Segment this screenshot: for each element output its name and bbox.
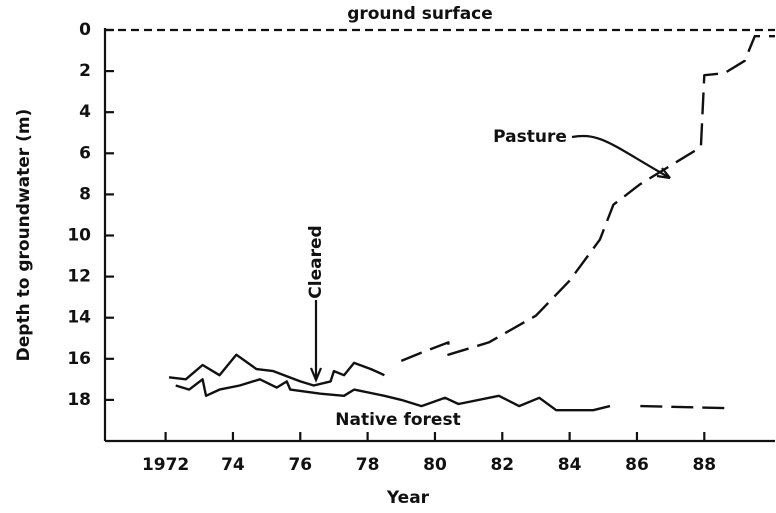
- y-tick-label: 14: [67, 308, 91, 328]
- series-line: [400, 35, 775, 363]
- annotation: Pasture: [493, 127, 567, 147]
- chart-title: ground surface: [347, 4, 493, 24]
- y-tick-label: 2: [79, 61, 91, 81]
- y-tick-label: 16: [67, 349, 91, 369]
- arrow: [309, 300, 323, 383]
- annotation: Cleared: [306, 225, 326, 298]
- series-line: [640, 404, 728, 410]
- y-tick-label: 10: [67, 226, 91, 246]
- x-tick-label: 80: [423, 455, 447, 475]
- y-tick-label: 8: [79, 184, 91, 204]
- y-tick-label: 12: [67, 267, 91, 287]
- x-tick-label: 78: [356, 455, 380, 475]
- x-axis-label: Year: [386, 488, 430, 508]
- series-line: [175, 378, 611, 412]
- x-tick-label: 86: [625, 455, 649, 475]
- x-tick-label: 88: [692, 455, 716, 475]
- x-tick-label: 82: [490, 455, 514, 475]
- y-axis-label: Depth to groundwater (m): [14, 109, 34, 362]
- y-tick-label: 6: [79, 143, 91, 163]
- series-line: [168, 353, 385, 387]
- arrow: [571, 134, 671, 179]
- x-tick-label: 84: [558, 455, 582, 475]
- x-tick-label: 76: [288, 455, 312, 475]
- annotation: Native forest: [335, 410, 460, 430]
- y-tick-label: 18: [67, 390, 91, 410]
- x-tick-label: 1972: [142, 455, 189, 475]
- x-tick-label: 74: [221, 455, 245, 475]
- y-tick-label: 4: [79, 102, 91, 122]
- y-tick-label: 0: [79, 20, 91, 40]
